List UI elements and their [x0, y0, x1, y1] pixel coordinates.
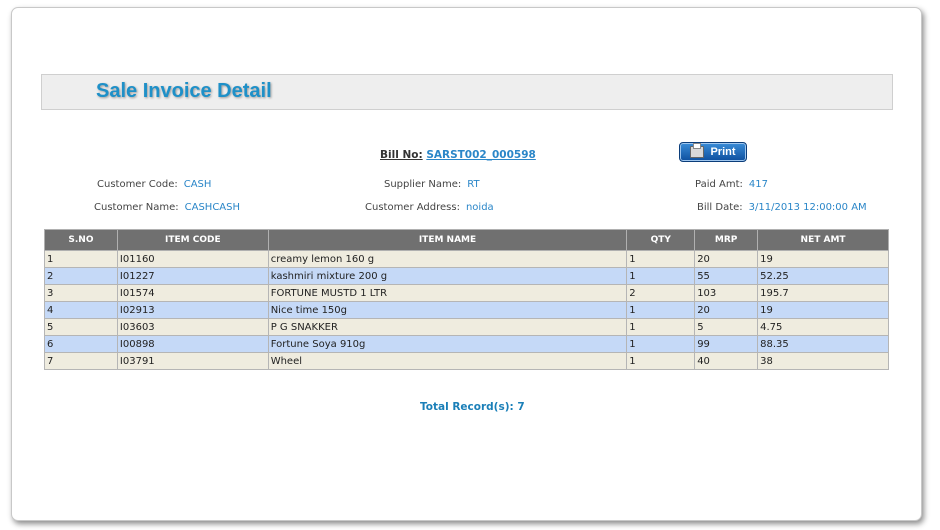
cell-mrp: 103 [694, 284, 759, 302]
paid-amt-label: Paid Amt: [695, 179, 743, 190]
table-row[interactable]: 1 I01160 creamy lemon 160 g 1 20 19 [44, 250, 889, 268]
cell-sno: 4 [44, 301, 118, 319]
title-bar: Sale Invoice Detail [41, 74, 893, 110]
cell-sno: 3 [44, 284, 118, 302]
cell-item-code: I03603 [116, 318, 269, 336]
bill-number-link[interactable]: SARST002_000598 [426, 149, 536, 161]
table-row[interactable]: 2 I01227 kashmiri mixture 200 g 1 55 52.… [44, 267, 889, 285]
cell-qty: 1 [626, 250, 696, 268]
customer-address-value: noida [465, 202, 494, 213]
cell-net-amt: 88.35 [757, 335, 889, 353]
cell-mrp: 20 [694, 301, 759, 319]
supplier-name-label: Supplier Name: [384, 179, 462, 190]
cell-item-code: I01160 [116, 250, 269, 268]
cell-item-name: creamy lemon 160 g [267, 250, 628, 268]
bill-number: Bill No: SARST002_000598 [380, 149, 536, 161]
table-row[interactable]: 4 I02913 Nice time 150g 1 20 19 [44, 301, 889, 319]
cell-qty: 1 [626, 352, 696, 370]
main-panel: Sale Invoice Detail Bill No: SARST002_00… [11, 7, 922, 521]
cell-net-amt: 52.25 [757, 267, 889, 285]
cell-mrp: 5 [694, 318, 759, 336]
cell-net-amt: 4.75 [757, 318, 889, 336]
total-records-count: 7 [517, 401, 525, 413]
cell-item-code: I01227 [116, 267, 269, 285]
paid-amt-value: 417 [748, 179, 768, 190]
cell-qty: 2 [626, 284, 696, 302]
cell-sno: 6 [44, 335, 118, 353]
cell-net-amt: 38 [757, 352, 889, 370]
cell-sno: 5 [44, 318, 118, 336]
print-button[interactable]: Print [679, 142, 747, 162]
header-sno[interactable]: S.NO [44, 229, 118, 251]
cell-item-code: I01574 [116, 284, 269, 302]
customer-code-row: Customer Code: CASH [97, 179, 211, 190]
header-item-code[interactable]: ITEM CODE [116, 229, 269, 251]
cell-item-code: I03791 [116, 352, 269, 370]
total-records: Total Record(s): 7 [420, 401, 525, 413]
cell-item-name: Nice time 150g [267, 301, 628, 319]
table-header-row: S.NO ITEM CODE ITEM NAME QTY MRP NET AMT [44, 229, 889, 251]
table-row[interactable]: 3 I01574 FORTUNE MUSTD 1 LTR 2 103 195.7 [44, 284, 889, 302]
supplier-name-row: Supplier Name: RT [384, 179, 480, 190]
cell-qty: 1 [626, 318, 696, 336]
print-label: Print [710, 146, 736, 158]
cell-mrp: 40 [694, 352, 759, 370]
page-title: Sale Invoice Detail [96, 80, 272, 102]
cell-sno: 2 [44, 267, 118, 285]
total-records-label: Total Record(s): [420, 401, 514, 413]
cell-qty: 1 [626, 267, 696, 285]
cell-item-name: P G SNAKKER [267, 318, 628, 336]
cell-item-name: FORTUNE MUSTD 1 LTR [267, 284, 628, 302]
bill-date-value: 3/11/2013 12:00:00 AM [748, 202, 867, 213]
cell-mrp: 99 [694, 335, 759, 353]
cell-sno: 1 [44, 250, 118, 268]
cell-item-code: I00898 [116, 335, 269, 353]
customer-code-value: CASH [183, 179, 212, 190]
customer-name-row: Customer Name: CASHCASH [94, 202, 240, 213]
bill-date-row: Bill Date: 3/11/2013 12:00:00 AM [697, 202, 867, 213]
supplier-name-value: RT [467, 179, 480, 190]
customer-code-label: Customer Code: [97, 179, 178, 190]
paid-amt-row: Paid Amt: 417 [695, 179, 768, 190]
header-qty[interactable]: QTY [626, 229, 696, 251]
cell-item-name: Wheel [267, 352, 628, 370]
invoice-table: S.NO ITEM CODE ITEM NAME QTY MRP NET AMT… [44, 229, 889, 370]
table-row[interactable]: 5 I03603 P G SNAKKER 1 5 4.75 [44, 318, 889, 336]
header-mrp[interactable]: MRP [694, 229, 759, 251]
cell-net-amt: 19 [757, 250, 889, 268]
cell-item-name: Fortune Soya 910g [267, 335, 628, 353]
cell-net-amt: 19 [757, 301, 889, 319]
bill-label: Bill No: [380, 149, 423, 161]
cell-mrp: 20 [694, 250, 759, 268]
table-row[interactable]: 6 I00898 Fortune Soya 910g 1 99 88.35 [44, 335, 889, 353]
cell-net-amt: 195.7 [757, 284, 889, 302]
header-item-name[interactable]: ITEM NAME [267, 229, 628, 251]
cell-mrp: 55 [694, 267, 759, 285]
printer-icon [690, 143, 705, 158]
cell-qty: 1 [626, 335, 696, 353]
cell-sno: 7 [44, 352, 118, 370]
bill-date-label: Bill Date: [697, 202, 743, 213]
table-row[interactable]: 7 I03791 Wheel 1 40 38 [44, 352, 889, 370]
cell-item-code: I02913 [116, 301, 269, 319]
cell-item-name: kashmiri mixture 200 g [267, 267, 628, 285]
customer-name-value: CASHCASH [184, 202, 241, 213]
customer-address-label: Customer Address: [365, 202, 460, 213]
cell-qty: 1 [626, 301, 696, 319]
customer-name-label: Customer Name: [94, 202, 179, 213]
header-net-amt[interactable]: NET AMT [757, 229, 889, 251]
customer-address-row: Customer Address: noida [365, 202, 494, 213]
